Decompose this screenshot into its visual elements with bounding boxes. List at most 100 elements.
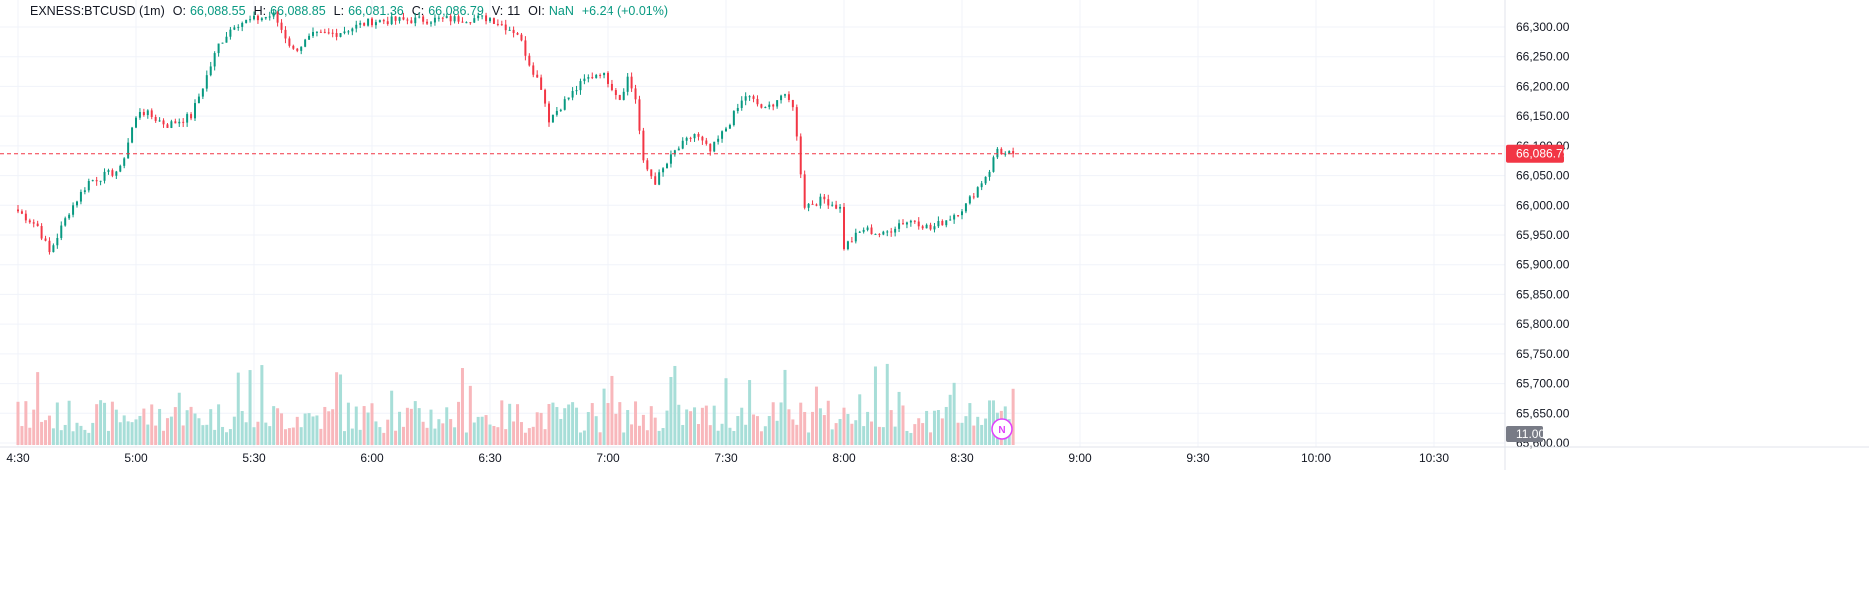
- candle-body: [784, 94, 786, 96]
- candle-body: [984, 176, 987, 184]
- candle-body: [996, 148, 999, 158]
- time-tick-label: 6:30: [478, 451, 502, 465]
- candle-body: [500, 24, 503, 26]
- time-axis[interactable]: 4:30 5:00 5:30 6:00 6:30 7:00 7:30 8:00 8:30 9:00…: [0, 446, 1869, 465]
- candle-body: [32, 222, 35, 224]
- candle-body: [374, 22, 377, 26]
- volume-bar: [346, 402, 350, 445]
- symbol-label[interactable]: EXNESS:BTCUSD (1m): [30, 4, 165, 18]
- volume-bar: [146, 424, 150, 445]
- candle-body: [347, 31, 350, 33]
- candle-body: [929, 224, 932, 230]
- candle-body: [260, 18, 263, 21]
- volume-bar: [779, 402, 783, 445]
- volume-bar: [126, 421, 130, 445]
- candle-body: [961, 211, 963, 216]
- price-axis[interactable]: 66,300.0066,250.0066,200.0066,150.0066,1…: [1504, 0, 1570, 470]
- candle-body: [630, 76, 633, 89]
- candle-body: [68, 214, 71, 219]
- volume-bar: [441, 423, 445, 445]
- volume-bar: [661, 428, 665, 445]
- candle-body: [551, 114, 554, 123]
- volume-bar: [740, 407, 744, 445]
- news-marker-label[interactable]: N: [998, 425, 1005, 436]
- candle-body: [83, 190, 86, 192]
- volume-bar: [641, 414, 645, 445]
- volume-bar: [838, 418, 842, 445]
- candle-body: [559, 109, 562, 111]
- volume-bar: [893, 426, 897, 445]
- high-label: H:: [253, 4, 267, 18]
- volume-bar: [51, 428, 55, 445]
- candle-body: [843, 206, 845, 250]
- volume-bar: [390, 390, 394, 445]
- candle-body: [933, 226, 936, 230]
- candle-body: [571, 90, 574, 98]
- volume-bar: [712, 405, 716, 445]
- volume-bar: [445, 407, 449, 445]
- volume-bar: [822, 415, 826, 445]
- volume-bar: [276, 408, 280, 445]
- candle-body: [607, 72, 609, 84]
- volume-bar: [909, 432, 913, 445]
- time-tick-label: 10:30: [1419, 451, 1449, 465]
- candle-body: [477, 15, 480, 19]
- volume-bar: [500, 400, 504, 445]
- volume-bar: [358, 429, 362, 445]
- volume-bar: [917, 418, 921, 445]
- candle-body: [945, 220, 948, 226]
- candle-body: [20, 211, 23, 214]
- volume-bar: [980, 424, 984, 445]
- candle-body: [528, 55, 531, 66]
- volume-bar: [763, 426, 767, 445]
- volume-value: 11: [507, 4, 521, 18]
- candle-body: [398, 17, 401, 21]
- volume-bar: [83, 429, 87, 445]
- news-marker[interactable]: N: [991, 418, 1013, 440]
- volume-bar: [523, 432, 527, 445]
- candle-body: [135, 117, 137, 128]
- candle-body: [253, 15, 255, 20]
- candle-body: [634, 88, 637, 100]
- volume-label: V:: [491, 4, 504, 18]
- volume-bar: [602, 388, 606, 445]
- candle-body: [575, 90, 578, 92]
- volume-bar: [877, 426, 881, 445]
- candle-body: [138, 112, 141, 118]
- volume-bar: [748, 380, 752, 445]
- candle-body: [673, 150, 676, 155]
- volume-bar: [689, 411, 693, 445]
- volume-bar: [720, 423, 724, 445]
- candle-body: [28, 220, 31, 223]
- volume-bar: [862, 426, 866, 445]
- candle-body: [453, 16, 456, 22]
- volume-bar: [673, 365, 677, 445]
- volume-bar: [205, 424, 209, 445]
- volume-bar: [268, 426, 272, 445]
- candle-body: [980, 183, 983, 188]
- candle-body: [516, 33, 519, 35]
- volume-bar: [283, 429, 287, 445]
- current-volume-tag-bg: [1506, 426, 1543, 442]
- candle-body: [213, 53, 216, 67]
- candle-body: [17, 209, 19, 212]
- news-marker-circle[interactable]: [991, 418, 1013, 440]
- candle-body: [386, 21, 389, 25]
- candle-body: [312, 32, 314, 36]
- volume-bar: [850, 423, 854, 445]
- candle-body: [437, 17, 440, 19]
- volume-bar: [32, 409, 36, 445]
- candle-body: [957, 215, 960, 217]
- volume-bar: [657, 430, 661, 445]
- candle-body: [197, 96, 200, 104]
- candle-body: [233, 27, 236, 30]
- candle-body: [937, 220, 940, 227]
- volume-bar: [327, 411, 331, 445]
- candle-body: [178, 121, 181, 124]
- candle-body: [705, 140, 708, 144]
- volume-bar: [543, 429, 547, 445]
- time-tick-label: 8:30: [950, 451, 974, 465]
- volume-bar: [87, 432, 91, 445]
